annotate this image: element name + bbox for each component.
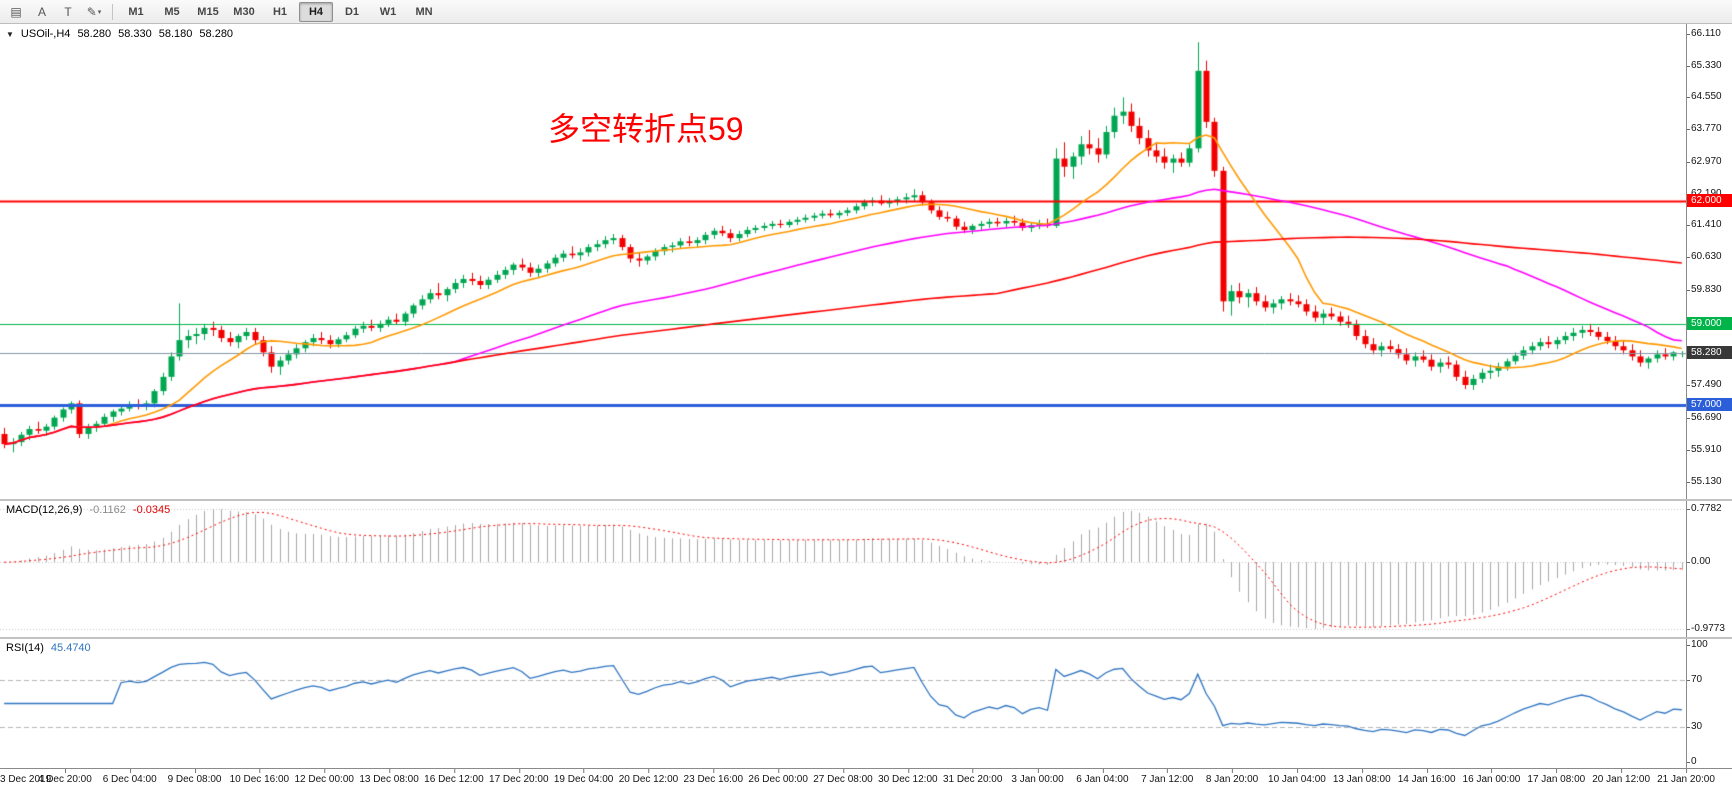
- time-axis-label: 20 Dec 12:00: [618, 769, 679, 785]
- timeframe-d1-button[interactable]: D1: [344, 5, 360, 18]
- macd-axis-tick: 0.7782: [1687, 503, 1722, 514]
- macd-panel: MACD(12,26,9) -0.1162 -0.0345 0.7782 0.00…: [0, 501, 1732, 637]
- ohlc-open: 58.280: [77, 28, 112, 40]
- time-axis-label: 3 Jan 00:00: [1011, 769, 1064, 785]
- time-axis-label: 6 Dec 04:00: [102, 769, 157, 785]
- price-tick: 61.410: [1687, 219, 1722, 231]
- main-chart-panel: ▼ USOil-,H4 58.280 58.330 58.180 58.280 …: [0, 24, 1732, 499]
- dropdown-caret-icon: ▾: [97, 8, 102, 16]
- ohlc-low: 58.180: [158, 28, 193, 40]
- price-tick: 64.550: [1687, 91, 1722, 103]
- toolbar-separator: [112, 3, 113, 20]
- panel-splitter[interactable]: [0, 499, 1732, 501]
- timeframe-w1-button[interactable]: W1: [379, 5, 397, 18]
- time-axis-label: 12 Dec 00:00: [294, 769, 354, 785]
- price-level-badge: 58.280: [1687, 346, 1732, 360]
- time-axis-label: 23 Dec 16:00: [683, 769, 744, 785]
- rsi-name: RSI(14): [6, 642, 44, 654]
- rsi-panel: RSI(14) 45.4740 100 70 30 0: [0, 639, 1732, 768]
- time-axis-label: 3 Dec 2019: [0, 774, 52, 785]
- time-axis-label: 31 Dec 20:00: [942, 769, 1003, 785]
- price-tick: 63.770: [1687, 123, 1722, 135]
- price-tick: 60.630: [1687, 251, 1722, 263]
- time-axis-label: 13 Dec 08:00: [359, 769, 419, 785]
- symbol-period-label: USOil-,H4: [20, 28, 71, 40]
- time-axis-label: 13 Jan 08:00: [1332, 769, 1391, 785]
- time-axis-label: 17 Dec 20:00: [489, 769, 549, 785]
- rsi-axis-tick: 100: [1687, 639, 1708, 650]
- macd-canvas[interactable]: [0, 501, 1686, 637]
- toolbar: ▤ A T ✎ ▾ M1 M5 M15 M30 H1 H4 D1 W1 MN: [0, 0, 1732, 24]
- ohlc-high: 58.330: [118, 28, 152, 40]
- time-axis-label: 30 Dec 12:00: [878, 769, 938, 785]
- price-tick: 65.330: [1687, 59, 1722, 71]
- time-axis-label: 10 Dec 16:00: [229, 769, 290, 785]
- price-tick: 56.690: [1687, 412, 1722, 424]
- collapse-arrow-icon[interactable]: ▼: [6, 29, 14, 39]
- macd-axis-tick: 0.00: [1686, 556, 1711, 568]
- chart-annotation: 多空转折点59: [548, 111, 744, 147]
- timeframe-h1-button[interactable]: H1: [272, 5, 288, 18]
- line-studies-tool[interactable]: ✎ ▾: [86, 4, 102, 19]
- time-axis-label: 17 Jan 08:00: [1527, 769, 1586, 785]
- time-axis[interactable]: 3 Dec 2019 4 Dec 20:00 6 Dec 04:00 9 Dec 08…: [0, 768, 1732, 791]
- time-axis-label: 16 Dec 12:00: [424, 769, 484, 785]
- text-tool[interactable]: T: [64, 4, 72, 19]
- timeframe-m1-button[interactable]: M1: [128, 5, 144, 18]
- price-level-badge: 62.000: [1687, 194, 1732, 208]
- rsi-value: 45.4740: [50, 642, 91, 654]
- timeframe-mn-button[interactable]: MN: [415, 5, 433, 18]
- charts-grid-icon[interactable]: ▤: [10, 4, 22, 19]
- time-axis-label: 6 Jan 04:00: [1076, 769, 1129, 785]
- rsi-axis-tick: 30: [1686, 720, 1703, 732]
- timeframe-buttons: M1 M5 M15 M30 H1 H4 D1 W1 MN: [118, 1, 442, 22]
- macd-axis[interactable]: 0.7782 0.00 -0.9773: [1686, 501, 1732, 637]
- ohlc-close: 58.280: [199, 28, 234, 40]
- time-axis-label: 20 Jan 12:00: [1592, 769, 1651, 785]
- time-axis-label: 21 Jan 20:00: [1657, 769, 1715, 785]
- time-axis-label: 27 Dec 08:00: [813, 769, 873, 785]
- macd-name: MACD(12,26,9): [6, 504, 83, 516]
- macd-axis-tick: -0.9773: [1687, 623, 1725, 634]
- price-axis[interactable]: 66.110 65.330 64.550 63.770 62.970 62.190 61.4…: [1686, 24, 1732, 499]
- macd-main-value: -0.1162: [89, 504, 126, 516]
- price-level-badge: 59.000: [1687, 316, 1732, 330]
- cursor-a-tool[interactable]: A: [37, 4, 46, 19]
- time-axis-label: 4 Dec 20:00: [37, 769, 92, 785]
- timeframe-h4-button[interactable]: H4: [299, 1, 333, 22]
- time-axis-label: 9 Dec 08:00: [167, 769, 222, 785]
- time-axis-label: 8 Jan 20:00: [1205, 769, 1259, 785]
- price-tick: 55.910: [1687, 443, 1722, 455]
- price-level-badge: 57.000: [1687, 398, 1732, 412]
- rsi-axis[interactable]: 100 70 30 0: [1686, 639, 1732, 768]
- price-tick: 62.190: [1687, 187, 1722, 199]
- price-tick: 59.830: [1687, 283, 1722, 295]
- rsi-canvas[interactable]: [0, 639, 1686, 768]
- macd-label: MACD(12,26,9) -0.1162 -0.0345: [6, 504, 170, 516]
- panel-splitter[interactable]: [0, 637, 1732, 639]
- price-tick: 57.490: [1687, 379, 1722, 391]
- time-axis-label: 26 Dec 00:00: [748, 769, 808, 785]
- chart-header: ▼ USOil-,H4 58.280 58.330 58.180 58.280: [6, 28, 233, 40]
- price-chart-canvas[interactable]: [0, 24, 1686, 499]
- rsi-axis-tick: 0: [1687, 756, 1697, 767]
- macd-signal-value: -0.0345: [132, 504, 171, 516]
- time-axis-label: 16 Jan 00:00: [1462, 769, 1521, 785]
- timeframe-m15-button[interactable]: M15: [197, 5, 219, 18]
- rsi-label: RSI(14) 45.4740: [6, 642, 91, 654]
- time-axis-label: 7 Jan 12:00: [1141, 769, 1194, 785]
- time-axis-label: 10 Jan 04:00: [1268, 769, 1326, 785]
- toolbar-tools: ▤ A T ✎ ▾: [3, 1, 107, 22]
- timeframe-m30-button[interactable]: M30: [233, 5, 255, 18]
- rsi-axis-tick: 70: [1686, 674, 1703, 686]
- timeframe-m5-button[interactable]: M5: [164, 5, 180, 18]
- time-axis-label: 14 Jan 16:00: [1397, 769, 1456, 785]
- price-tick: 62.970: [1687, 155, 1722, 167]
- price-tick: 66.110: [1687, 27, 1721, 39]
- time-axis-label: 19 Dec 04:00: [553, 769, 614, 785]
- price-tick: 55.130: [1687, 475, 1722, 487]
